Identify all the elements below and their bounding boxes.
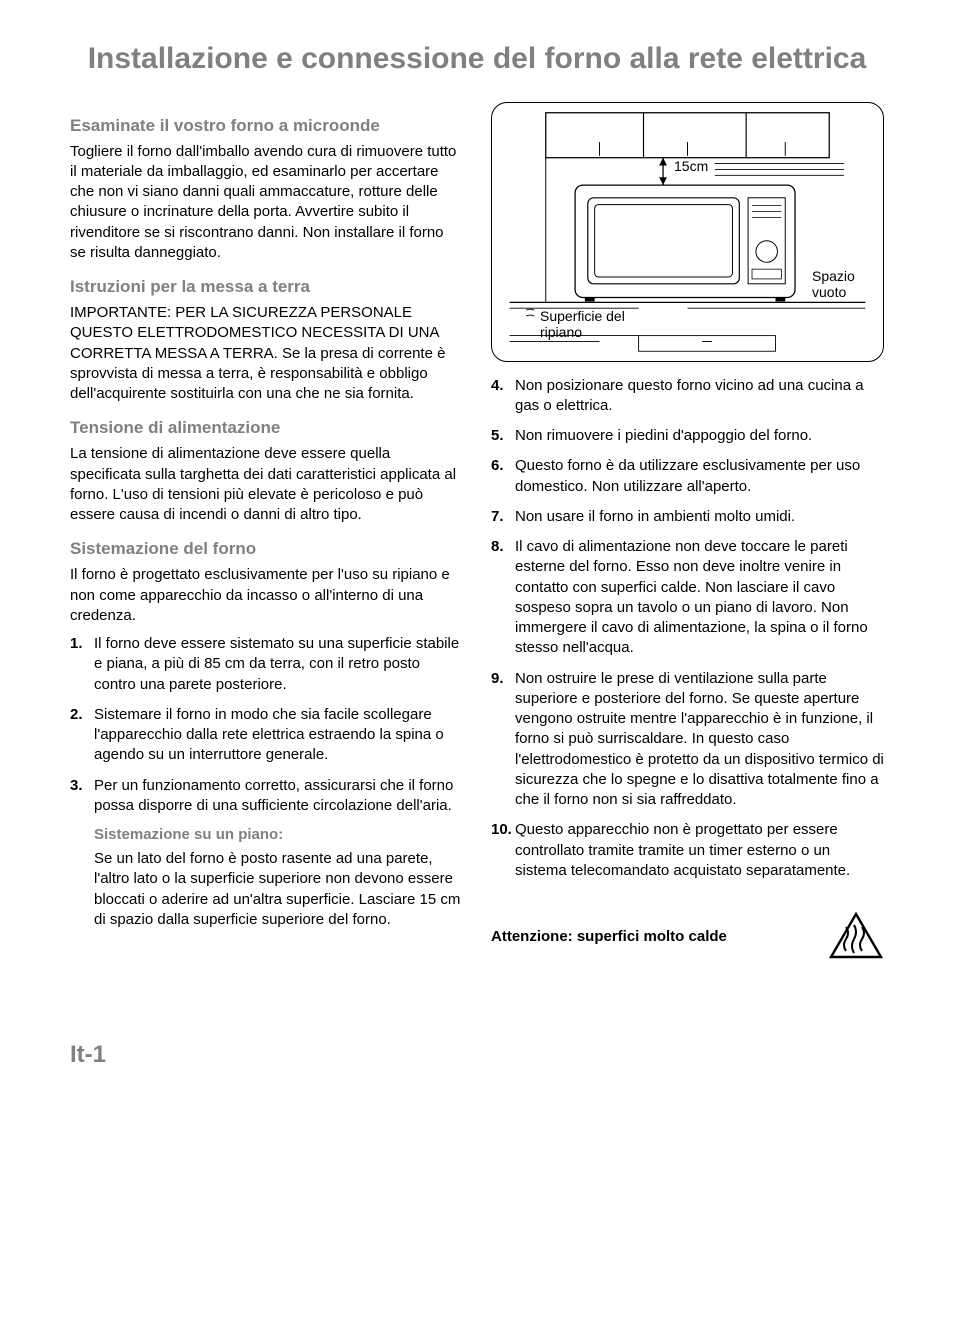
list-number: 8. — [491, 537, 504, 557]
body-voltage: La tensione di alimentazione deve essere… — [70, 444, 463, 525]
right-column: 15cm Superficie del ripiano Spazio vuoto… — [491, 102, 884, 962]
list-text: Per un funzionamento corretto, assicurar… — [94, 777, 453, 814]
list-text: Non ostruire le prese di ventilazione su… — [515, 670, 884, 809]
page-title: Installazione e connessione del forno al… — [70, 40, 884, 78]
list-item: 3. Per un funzionamento corretto, assicu… — [70, 776, 463, 817]
section-heading-grounding: Istruzioni per la messa a terra — [70, 277, 463, 297]
placement-list-continued: 4. Non posizionare questo forno vicino a… — [491, 376, 884, 882]
list-number: 3. — [70, 776, 83, 796]
hot-surface-icon — [828, 911, 884, 961]
list-number: 5. — [491, 426, 504, 446]
list-item: 10. Questo apparecchio non è progettato … — [491, 820, 884, 881]
list-item: 7. Non usare il forno in ambienti molto … — [491, 507, 884, 527]
left-column: Esaminate il vostro forno a microonde To… — [70, 102, 463, 962]
list-text: Non usare il forno in ambienti molto umi… — [515, 508, 795, 525]
page-footer: It-1 — [70, 1041, 884, 1069]
list-number: 10. — [491, 820, 512, 840]
placement-list: 1. Il forno deve essere sistemato su una… — [70, 634, 463, 816]
list-number: 4. — [491, 376, 504, 396]
list-number: 7. — [491, 507, 504, 527]
list-text: Il forno deve essere sistemato su una su… — [94, 635, 459, 693]
list-item: 2. Sistemare il forno in modo che sia fa… — [70, 705, 463, 766]
warning-row: Attenzione: superfici molto calde — [491, 911, 884, 961]
list-item: 8. Il cavo di alimentazione non deve toc… — [491, 537, 884, 659]
list-number: 2. — [70, 705, 83, 725]
list-number: 9. — [491, 669, 504, 689]
section-heading-placement: Sistemazione del forno — [70, 539, 463, 559]
subsection-heading-countertop: Sistemazione su un piano: — [94, 826, 463, 843]
list-text: Questo apparecchio non è progettato per … — [515, 821, 850, 879]
list-item: 1. Il forno deve essere sistemato su una… — [70, 634, 463, 695]
list-text: Non posizionare questo forno vicino ad u… — [515, 377, 864, 414]
section-heading-examine: Esaminate il vostro forno a microonde — [70, 116, 463, 136]
figure-label-space-l2: vuoto — [812, 284, 846, 300]
figure-label-space: Spazio vuoto — [812, 268, 855, 300]
list-text: Il cavo di alimentazione non deve toccar… — [515, 538, 868, 656]
body-grounding: IMPORTANTE: PER LA SICUREZZA PERSONALE Q… — [70, 303, 463, 404]
list-item: 6. Questo forno è da utilizzare esclusiv… — [491, 456, 884, 497]
body-examine: Togliere il forno dall'imballo avendo cu… — [70, 142, 463, 264]
figure-label-space-l1: Spazio — [812, 268, 855, 284]
figure-label-dimension: 15cm — [674, 158, 708, 174]
list-number: 6. — [491, 456, 504, 476]
installation-figure: 15cm Superficie del ripiano Spazio vuoto — [491, 102, 884, 362]
list-item: 5. Non rimuovere i piedini d'appoggio de… — [491, 426, 884, 446]
body-placement-intro: Il forno è progettato esclusivamente per… — [70, 565, 463, 626]
list-text: Non rimuovere i piedini d'appoggio del f… — [515, 427, 812, 444]
warning-text: Attenzione: superfici molto calde — [491, 928, 727, 945]
list-text: Questo forno è da utilizzare esclusivame… — [515, 457, 860, 494]
list-item: 9. Non ostruire le prese di ventilazione… — [491, 669, 884, 811]
figure-label-surface: Superficie del ripiano — [540, 308, 660, 340]
body-countertop: Se un lato del forno è posto rasente ad … — [94, 849, 463, 930]
list-number: 1. — [70, 634, 83, 654]
sub-block: Sistemazione su un piano: Se un lato del… — [70, 826, 463, 930]
two-column-layout: Esaminate il vostro forno a microonde To… — [70, 102, 884, 962]
section-heading-voltage: Tensione di alimentazione — [70, 418, 463, 438]
list-text: Sistemare il forno in modo che sia facil… — [94, 706, 444, 764]
list-item: 4. Non posizionare questo forno vicino a… — [491, 376, 884, 417]
